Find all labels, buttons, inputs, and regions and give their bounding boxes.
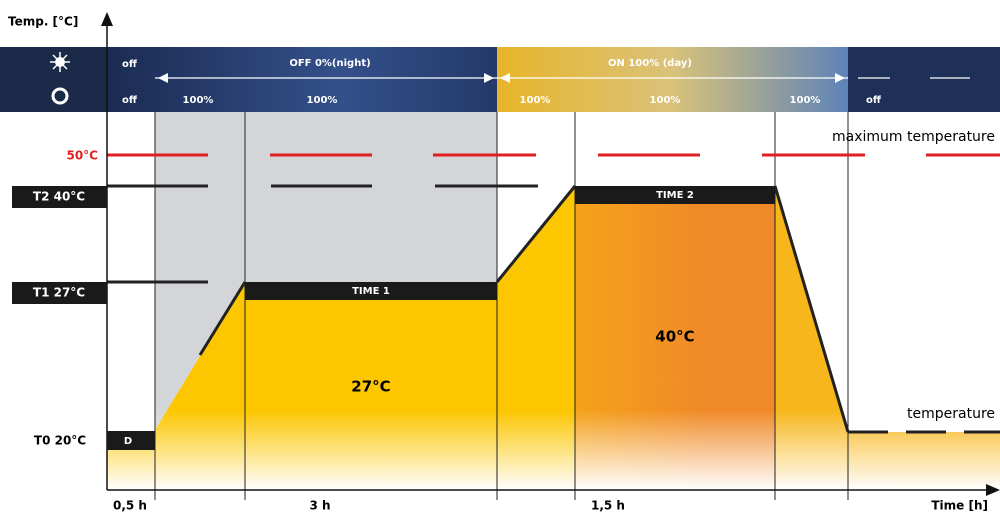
fan-label: off (866, 95, 882, 106)
annotation: maximum temperature (832, 129, 995, 145)
annotation: D (124, 436, 132, 447)
fan-label: off (122, 95, 138, 106)
light-label: OFF 0%(night) (289, 58, 370, 69)
annotation: 27°C (351, 378, 390, 396)
y-axis-label: Temp. [°C] (8, 15, 78, 29)
level-lines (107, 184, 1000, 434)
light-label: off (122, 59, 138, 70)
fan-label: 100% (650, 95, 681, 106)
x-axis-label: Time [h] (931, 499, 988, 513)
fan-label: 100% (183, 95, 214, 106)
annotation: 40°C (655, 328, 694, 346)
background-fills (107, 112, 1000, 490)
duration-label: 0,5 h (113, 499, 147, 513)
annotation: temperature (907, 406, 995, 422)
duration-label: 1,5 h (591, 499, 625, 513)
level-label: T2 40°C (33, 190, 85, 204)
annotation: TIME 2 (656, 190, 694, 201)
y-arrow (101, 12, 113, 26)
fan-label: 100% (790, 95, 821, 106)
duration-label: 3 h (309, 499, 330, 513)
top-band (0, 47, 1000, 112)
fan-label: 100% (520, 95, 551, 106)
fan-label: 100% (307, 95, 338, 106)
axes (106, 20, 990, 491)
level-label: T1 27°C (33, 286, 85, 300)
boxes (12, 186, 775, 450)
annotation: TIME 1 (352, 286, 390, 297)
level-label: T0 20°C (34, 434, 86, 448)
light-label: ON 100% (day) (608, 58, 692, 69)
level-label: 50°C (66, 149, 98, 163)
x-arrow (986, 484, 1000, 496)
